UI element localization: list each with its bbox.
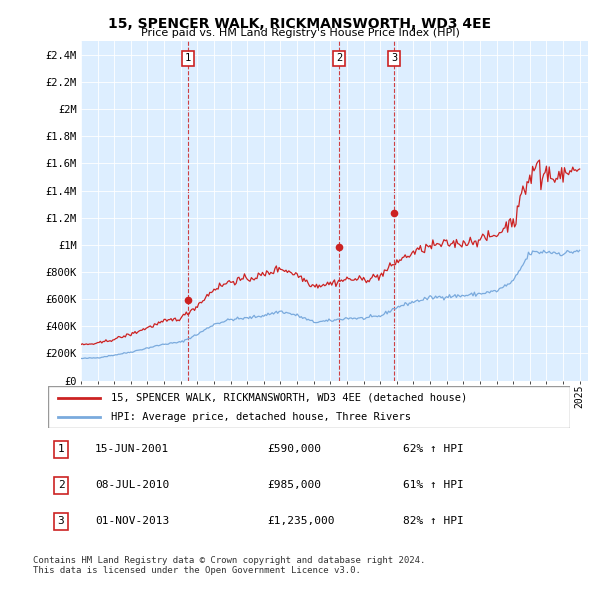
Text: 82% ↑ HPI: 82% ↑ HPI xyxy=(403,516,464,526)
Text: £1,235,000: £1,235,000 xyxy=(267,516,335,526)
Text: Price paid vs. HM Land Registry's House Price Index (HPI): Price paid vs. HM Land Registry's House … xyxy=(140,28,460,38)
Text: 3: 3 xyxy=(391,53,397,63)
Text: 1: 1 xyxy=(185,53,191,63)
Text: 01-NOV-2013: 01-NOV-2013 xyxy=(95,516,169,526)
Text: HPI: Average price, detached house, Three Rivers: HPI: Average price, detached house, Thre… xyxy=(110,412,410,422)
Text: £985,000: £985,000 xyxy=(267,480,321,490)
Text: 08-JUL-2010: 08-JUL-2010 xyxy=(95,480,169,490)
Text: 2: 2 xyxy=(58,480,64,490)
Text: 62% ↑ HPI: 62% ↑ HPI xyxy=(403,444,464,454)
FancyBboxPatch shape xyxy=(48,386,570,428)
Text: £590,000: £590,000 xyxy=(267,444,321,454)
Text: 1: 1 xyxy=(58,444,64,454)
Text: 2: 2 xyxy=(336,53,342,63)
Text: 15, SPENCER WALK, RICKMANSWORTH, WD3 4EE (detached house): 15, SPENCER WALK, RICKMANSWORTH, WD3 4EE… xyxy=(110,392,467,402)
Text: 15-JUN-2001: 15-JUN-2001 xyxy=(95,444,169,454)
Text: 15, SPENCER WALK, RICKMANSWORTH, WD3 4EE: 15, SPENCER WALK, RICKMANSWORTH, WD3 4EE xyxy=(109,17,491,31)
Text: 3: 3 xyxy=(58,516,64,526)
Text: This data is licensed under the Open Government Licence v3.0.: This data is licensed under the Open Gov… xyxy=(33,566,361,575)
Text: 61% ↑ HPI: 61% ↑ HPI xyxy=(403,480,464,490)
Text: Contains HM Land Registry data © Crown copyright and database right 2024.: Contains HM Land Registry data © Crown c… xyxy=(33,556,425,565)
